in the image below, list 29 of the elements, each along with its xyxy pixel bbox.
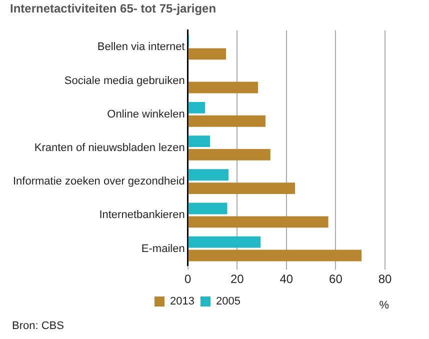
x-tick-label: 60 bbox=[329, 272, 343, 286]
bar bbox=[188, 202, 228, 214]
y-tick-label: Bellen via internet bbox=[97, 41, 185, 54]
text: Bron: CBS bbox=[12, 320, 64, 332]
bar bbox=[188, 250, 362, 262]
y-tick-label: Kranten of nieuwsbladen lezen bbox=[34, 142, 185, 154]
bar bbox=[188, 115, 266, 127]
x-axis-title: % bbox=[379, 300, 390, 312]
y-tick-label: Online winkelen bbox=[107, 108, 185, 120]
bar bbox=[188, 82, 258, 94]
legend-label: 2005 bbox=[216, 296, 240, 308]
y-tick-label: Internetbankieren bbox=[99, 209, 185, 222]
bar bbox=[188, 48, 226, 60]
x-tick-label: 40 bbox=[280, 272, 294, 286]
bar bbox=[188, 102, 206, 114]
x-tick-label: 0 bbox=[184, 272, 192, 286]
x-tick-label: 80 bbox=[378, 272, 392, 286]
bar bbox=[188, 169, 228, 181]
y-tick-label: Sociale media gebruiken bbox=[64, 74, 185, 87]
y-tick-label: Informatie zoeken over gezondheid bbox=[12, 176, 185, 188]
bar bbox=[188, 216, 328, 228]
bar bbox=[188, 182, 296, 194]
x-tick-label: 20 bbox=[230, 272, 244, 286]
y-tick-label: E-mailen bbox=[141, 242, 185, 255]
bar bbox=[188, 236, 261, 248]
bar bbox=[188, 136, 210, 147]
legend-label: 2013 bbox=[170, 296, 195, 308]
bar bbox=[188, 149, 270, 160]
chart-title: Internetactiviteiten 65- tot 75-jarigen bbox=[10, 2, 216, 16]
